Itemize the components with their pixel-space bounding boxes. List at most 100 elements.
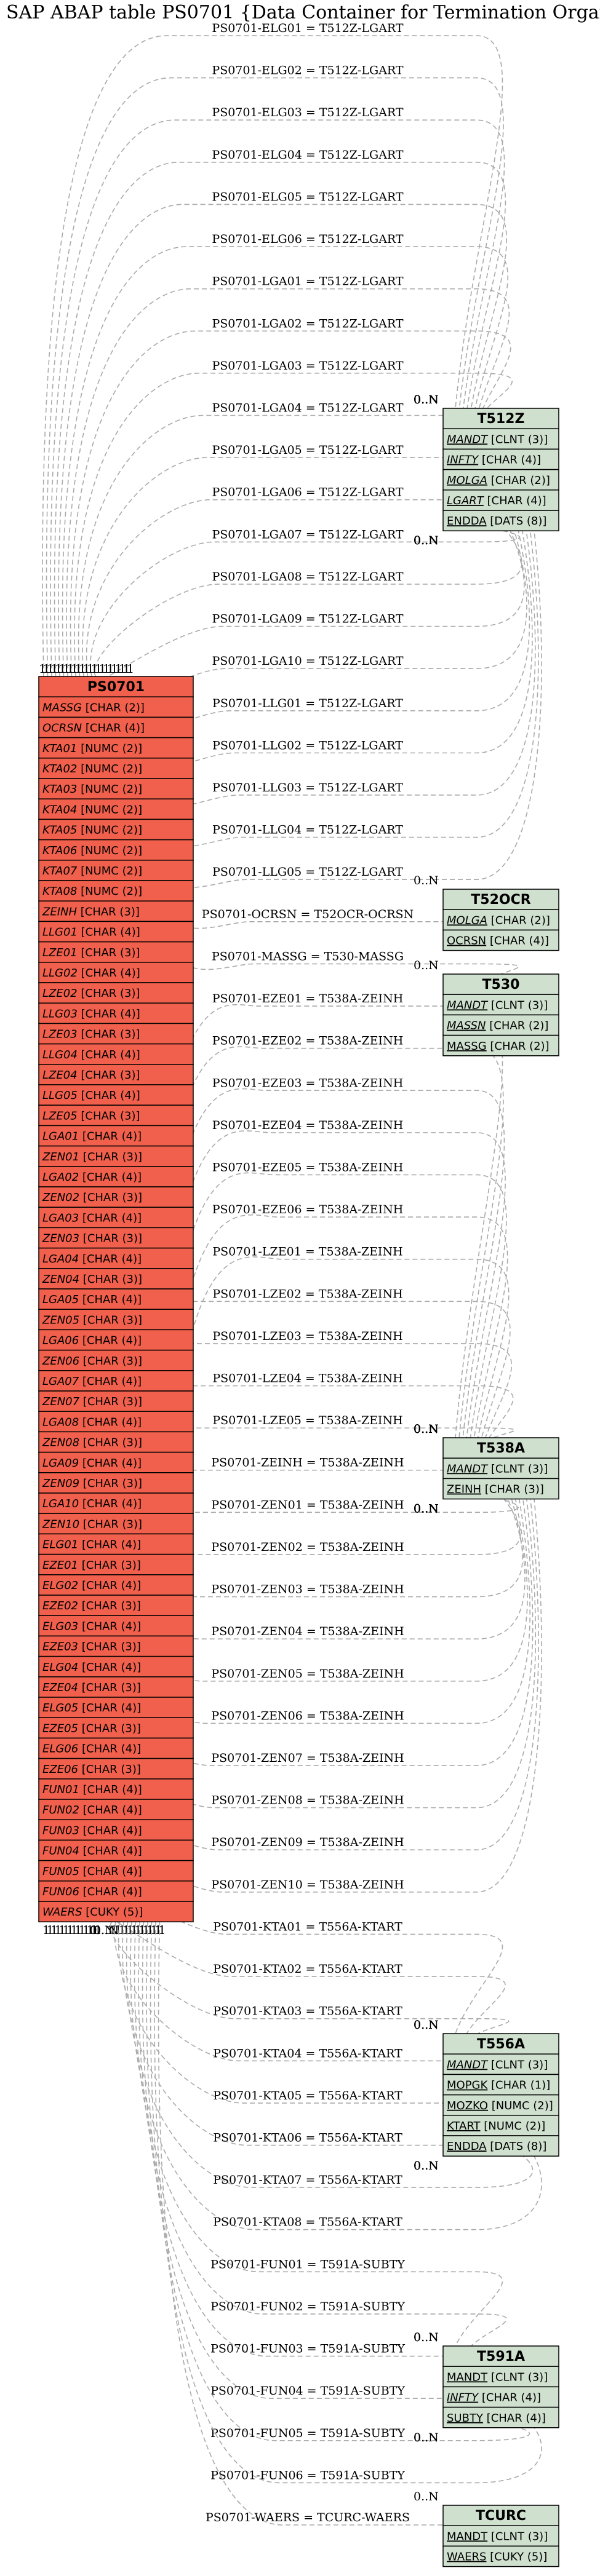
cardinality-from: 1	[142, 1924, 150, 1937]
field-name: MANDT	[447, 2371, 488, 2384]
relation-edge	[50, 119, 505, 677]
field-type: [NUMC (2)]	[77, 824, 142, 837]
field-row	[442, 1014, 559, 1036]
cardinality-to: 0..N	[414, 2018, 439, 2032]
field-row	[38, 1227, 194, 1249]
field-type: [CHAR (4)]	[78, 1007, 140, 1020]
field-name: LGA06	[42, 1334, 79, 1347]
cardinality-from: 1	[50, 1924, 58, 1937]
field-row-text: LZE03 [CHAR (3)]	[42, 1028, 140, 1041]
cardinality-to: 0..N	[414, 2018, 439, 2032]
field-row	[442, 448, 559, 470]
relation-edge	[106, 1917, 506, 2034]
table-t556a: T556A MANDT [CLNT (3)] MOPGK [CHAR (1)] MOZ…	[442, 2033, 559, 2157]
cardinality-to: 0..N	[414, 393, 439, 406]
relation-edge	[118, 531, 539, 848]
field-row	[442, 994, 559, 1016]
field-type: [CHAR (4)]	[484, 494, 546, 507]
field-type: [CHAR (3)]	[79, 1437, 142, 1449]
field-row	[38, 696, 194, 718]
field-name: ZEN01	[42, 1151, 79, 1163]
field-type: [DATS (8)]	[487, 2140, 547, 2153]
relation-edge	[54, 162, 506, 677]
field-type: [CHAR (4)]	[79, 1211, 142, 1224]
cardinality-to: 0..N	[414, 534, 439, 547]
relation-label: PS0701-EZE04 = T538A-ZEINH	[212, 1119, 404, 1132]
cardinality-from: 1	[94, 1924, 102, 1937]
field-row-text: ZEN06 [CHAR (3)]	[42, 1355, 142, 1368]
relation-label: PS0701-ZEINH = T538A-ZEINH	[211, 1456, 404, 1470]
cardinality-from: 1	[74, 1924, 82, 1937]
field-row	[442, 2406, 559, 2428]
cardinality-to: 0..N	[414, 1422, 439, 1436]
cardinality-from: 1	[71, 662, 78, 676]
field-name: KTA07	[42, 865, 78, 878]
field-type: [CHAR (4)]	[79, 1497, 142, 1510]
cardinality-from: 1	[138, 1924, 146, 1937]
field-row-text: EZE04 [CHAR (3)]	[42, 1681, 141, 1694]
field-name: LGA07	[42, 1375, 79, 1388]
relation-edge	[86, 1499, 534, 1922]
field-row	[442, 2094, 559, 2116]
field-name: OCRSN	[447, 935, 486, 948]
field-row	[38, 1574, 194, 1596]
relation-label: PS0701-ZEN01 = T538A-ZEINH	[211, 1498, 404, 1512]
relation-edge	[42, 35, 503, 677]
cardinality-to: 0..N	[414, 534, 439, 547]
field-row-text: OCRSN [CHAR (4)]	[447, 935, 549, 948]
cardinality-from: 1	[154, 1924, 162, 1937]
field-type: [CHAR (4)]	[478, 454, 541, 467]
field-row-text: FUN06 [CHAR (4)]	[42, 1885, 142, 1898]
field-name: ZEINH	[42, 905, 77, 918]
field-type: [CHAR (3)]	[78, 1559, 141, 1572]
field-row	[38, 921, 194, 943]
cardinality-from: 1	[47, 662, 54, 676]
field-type: [CHAR (4)]	[78, 1702, 141, 1714]
field-name: MANDT	[447, 999, 489, 1012]
cardinality-to: 0..N	[414, 2159, 439, 2173]
relation-label: PS0701-KTA06 = T556A-KTART	[213, 2131, 402, 2145]
field-row	[442, 2074, 559, 2096]
field-row-text: LGA10 [CHAR (4)]	[42, 1497, 142, 1510]
field-type: [CHAR (3)]	[78, 1109, 140, 1122]
field-type: [NUMC (2)]	[488, 2099, 553, 2112]
relation-edge	[70, 330, 511, 677]
field-row-text: LGA03 [CHAR (4)]	[42, 1211, 142, 1224]
field-name: KTA06	[42, 844, 77, 857]
field-row	[442, 2525, 559, 2547]
field-type: [CHAR (4)]	[78, 1539, 141, 1552]
field-type: [CHAR (3)]	[78, 1763, 141, 1776]
field-name: ZEN09	[42, 1477, 79, 1490]
relation-label: PS0701-LGA03 = T512Z-LGART	[212, 359, 404, 373]
field-row	[38, 1023, 194, 1045]
field-type: [CHAR (4)]	[78, 1620, 141, 1633]
field-type: [CHAR (4)]	[82, 722, 145, 735]
field-type: [NUMC (2)]	[77, 742, 142, 755]
field-name: ENDDA	[447, 2140, 487, 2153]
relation-label: PS0701-LGA06 = T512Z-LGART	[212, 486, 404, 499]
field-name: ELG06	[42, 1743, 78, 1756]
field-type: [CHAR (4)]	[79, 1783, 142, 1796]
cardinality-from: 1	[122, 1924, 130, 1937]
cardinality-to: 0..N	[414, 393, 439, 406]
relation-edge	[110, 531, 533, 771]
cardinality-from: 1	[114, 1924, 122, 1937]
cardinality-from: 1	[150, 1924, 158, 1937]
field-row-text: LGA01 [CHAR (4)]	[42, 1130, 142, 1143]
field-type: [NUMC (2)]	[77, 763, 142, 775]
field-row	[442, 2366, 559, 2388]
field-name: EZE05	[42, 1722, 78, 1735]
field-row	[442, 469, 559, 491]
field-name: LGA01	[42, 1130, 79, 1143]
field-row-text: ZEN05 [CHAR (3)]	[42, 1314, 142, 1326]
field-name: ELG03	[42, 1620, 78, 1633]
relation-label: PS0701-FUN04 = T591A-SUBTY	[210, 2384, 405, 2398]
field-name: ELG02	[42, 1579, 78, 1592]
field-row-text: MASSG [CHAR (2)]	[447, 1040, 550, 1053]
cardinality-from: 1	[103, 662, 110, 676]
cardinality-from: 1	[138, 1924, 146, 1937]
relation-edge	[62, 246, 508, 677]
field-type: [CHAR (3)]	[79, 1191, 142, 1204]
